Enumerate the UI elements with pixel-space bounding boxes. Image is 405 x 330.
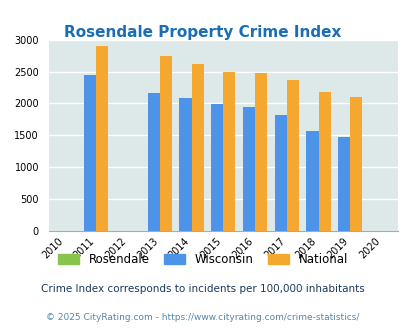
Bar bbox=[274, 115, 286, 231]
Bar bbox=[223, 72, 235, 231]
Bar bbox=[286, 81, 298, 231]
Bar bbox=[160, 56, 171, 231]
Bar bbox=[96, 46, 108, 231]
Text: Rosendale Property Crime Index: Rosendale Property Crime Index bbox=[64, 25, 341, 40]
Bar bbox=[84, 75, 96, 231]
Text: Crime Index corresponds to incidents per 100,000 inhabitants: Crime Index corresponds to incidents per… bbox=[41, 284, 364, 294]
Bar bbox=[318, 92, 330, 231]
Bar bbox=[191, 64, 203, 231]
Bar bbox=[306, 131, 318, 231]
Legend: Rosendale, Wisconsin, National: Rosendale, Wisconsin, National bbox=[53, 248, 352, 271]
Bar bbox=[179, 98, 191, 231]
Text: © 2025 CityRating.com - https://www.cityrating.com/crime-statistics/: © 2025 CityRating.com - https://www.city… bbox=[46, 313, 359, 322]
Bar bbox=[147, 92, 160, 231]
Bar bbox=[242, 107, 254, 231]
Bar bbox=[337, 137, 350, 231]
Bar bbox=[254, 73, 266, 231]
Bar bbox=[350, 97, 361, 231]
Bar bbox=[211, 104, 223, 231]
